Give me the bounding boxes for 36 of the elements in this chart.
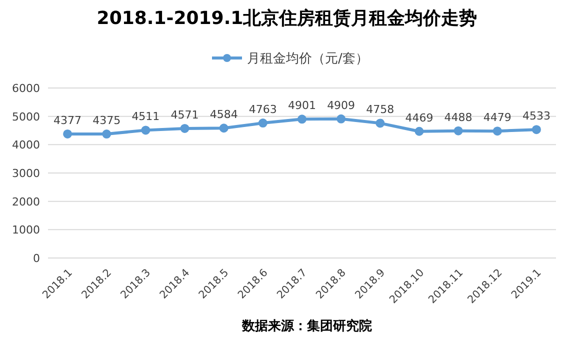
- point: [492, 126, 502, 136]
- data-label: 4479: [483, 111, 512, 124]
- point: [63, 129, 72, 138]
- y-tick-label: 2000: [12, 195, 40, 208]
- data-label: 4758: [366, 103, 394, 116]
- data-label: 4469: [405, 111, 434, 124]
- data-label: 4763: [248, 103, 277, 116]
- point: [414, 126, 424, 136]
- data-label: 4909: [327, 98, 356, 112]
- data-label: 4533: [522, 110, 550, 123]
- point: [141, 126, 150, 135]
- y-tick-label: 6000: [12, 82, 40, 95]
- data-label: 4571: [170, 108, 199, 122]
- point: [258, 118, 268, 128]
- point: [336, 114, 346, 124]
- y-tick-label: 3000: [12, 167, 40, 180]
- point: [180, 124, 190, 133]
- point: [219, 124, 228, 133]
- y-tick-label: 5000: [12, 110, 40, 124]
- data-label: 4488: [444, 110, 472, 124]
- legend-label: 月租金均价（元/套）: [247, 52, 368, 66]
- point: [532, 125, 541, 134]
- y-tick-label: 4000: [12, 138, 40, 152]
- point: [376, 118, 385, 128]
- y-tick-label: 1000: [12, 224, 40, 237]
- point: [298, 114, 306, 124]
- point: [102, 130, 112, 139]
- chart-title: 2018.1-2019.1北京住房租赁月租金均价走势: [96, 8, 478, 29]
- point: [454, 126, 463, 136]
- data-label: 4375: [92, 114, 121, 128]
- data-label: 4584: [210, 108, 238, 122]
- source-note: 数据来源：集团研究院: [241, 318, 372, 334]
- data-label: 4511: [132, 110, 160, 124]
- data-label: 4901: [288, 99, 316, 112]
- data-label: 4377: [54, 114, 82, 127]
- y-tick-label: 0: [33, 252, 40, 265]
